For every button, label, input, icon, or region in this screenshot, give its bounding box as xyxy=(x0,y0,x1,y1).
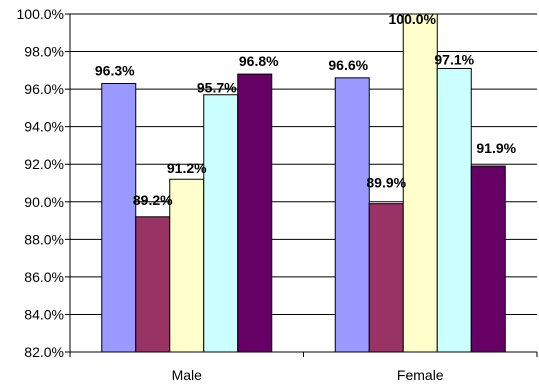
bar xyxy=(402,13,438,353)
data-label: 95.7% xyxy=(197,80,237,96)
bars xyxy=(101,13,506,353)
data-labels: 96.3% 89.2% 91.2% 95.7%96.8% 96.6% 89.9% 100.0… xyxy=(95,11,517,208)
y-tick-label: 96.0% xyxy=(24,81,64,97)
bar xyxy=(470,165,506,353)
y-ticks: 82.0% 84.0% 86.0% 88.0% 90.0% 92.0% 94.0% 96.0%… xyxy=(17,6,538,360)
x-category-label: Female xyxy=(397,367,444,383)
y-tick-label: 84.0% xyxy=(24,306,64,322)
y-tick-label: 90.0% xyxy=(24,194,64,210)
y-tick-label: 100.0% xyxy=(17,6,64,22)
data-label: 89.2% xyxy=(133,192,173,208)
data-label: 91.2% xyxy=(167,160,207,176)
x-category-label: Male xyxy=(172,367,203,383)
y-tick-label: 98.0% xyxy=(24,44,64,60)
bar xyxy=(135,216,171,353)
data-label: 96.3% xyxy=(95,62,135,78)
y-tick-label: 82.0% xyxy=(24,344,64,360)
bar xyxy=(368,203,404,353)
bar xyxy=(334,77,370,353)
x-categories: Male Female xyxy=(172,367,444,383)
bar xyxy=(101,82,137,353)
y-tick-label: 86.0% xyxy=(24,269,64,285)
y-tick-label: 92.0% xyxy=(24,156,64,172)
y-tick-label: 94.0% xyxy=(24,119,64,135)
data-label: 89.9% xyxy=(366,175,406,191)
bar xyxy=(436,67,472,353)
bar xyxy=(203,94,239,353)
data-label: 97.1% xyxy=(434,51,474,67)
data-label: 96.8% xyxy=(239,53,279,69)
y-tick-label: 88.0% xyxy=(24,231,64,247)
data-label: 100.0% xyxy=(389,11,437,27)
data-label: 96.6% xyxy=(328,57,368,73)
bar xyxy=(169,178,205,353)
data-label: 91.9% xyxy=(476,140,516,156)
bar xyxy=(237,73,273,353)
